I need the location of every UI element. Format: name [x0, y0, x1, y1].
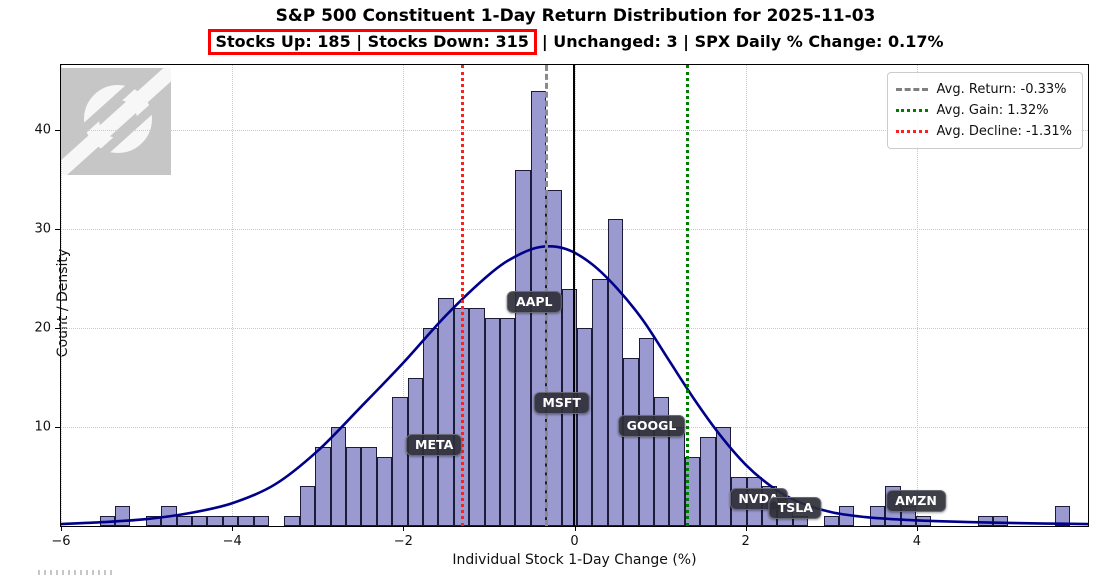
annotation-aapl: AAPL — [507, 291, 562, 314]
x-tick-mark — [745, 526, 747, 531]
histogram-bar — [823, 516, 839, 526]
x-tick-label: −4 — [222, 534, 242, 549]
histogram-bar — [515, 169, 531, 526]
v-gridline — [745, 65, 747, 526]
dashed-line-icon — [895, 88, 928, 91]
dotted-line-icon — [895, 109, 928, 112]
histogram-bar — [623, 357, 639, 526]
subtitle-rest: | Unchanged: 3 | SPX Daily % Change: 0.1… — [541, 32, 944, 51]
y-tick-mark — [55, 229, 61, 231]
histogram-bar — [161, 506, 177, 526]
y-tick-label: 30 — [34, 221, 51, 237]
x-tick-label: 2 — [741, 534, 750, 549]
y-tick-label: 40 — [34, 122, 51, 138]
histogram-bar — [253, 516, 269, 526]
legend-item-avg-decline: Avg. Decline: -1.31% — [895, 121, 1072, 142]
histogram-bar — [99, 516, 115, 526]
histogram-bar — [607, 219, 624, 526]
x-tick-mark — [232, 526, 234, 531]
chart-subtitle: Stocks Up: 185 | Stocks Down: 315 | Uncha… — [60, 29, 1091, 55]
histogram-bar — [669, 427, 685, 526]
v-gridline — [61, 65, 62, 526]
x-tick-mark — [61, 526, 62, 531]
annotation-amzn: AMZN — [886, 490, 946, 513]
x-axis-label: Individual Stock 1-Day Change (%) — [452, 552, 697, 568]
histogram-bar — [191, 516, 208, 526]
legend-item-avg-gain: Avg. Gain: 1.32% — [895, 100, 1072, 121]
histogram-bar — [176, 516, 192, 526]
y-tick-label: 20 — [34, 320, 51, 336]
histogram-bar — [299, 486, 316, 526]
x-tick-label: −6 — [51, 534, 71, 549]
histogram-bar — [915, 516, 932, 526]
avg-decline-line — [460, 65, 464, 526]
plot-area: Individual Stock 1-Day Change (%) Count … — [34, 64, 1089, 568]
x-tick-label: 4 — [912, 534, 921, 549]
histogram-bar — [700, 436, 716, 526]
histogram-bar — [345, 446, 362, 526]
histogram-bar — [423, 328, 439, 526]
histogram-bar — [869, 506, 886, 526]
histogram-bar — [330, 427, 346, 526]
y-axis-label: Count / Density — [55, 248, 72, 358]
subtitle-highlight-box: Stocks Up: 185 | Stocks Down: 315 — [207, 29, 537, 55]
avg-gain-line — [685, 65, 689, 526]
annotation-msft: MSFT — [533, 392, 590, 415]
clipped-text-fragment — [38, 570, 114, 575]
histogram-bar — [469, 308, 485, 526]
legend-item-avg-return: Avg. Return: -0.33% — [895, 79, 1072, 100]
x-tick-label: −2 — [393, 534, 413, 549]
annotation-meta: META — [406, 433, 463, 456]
histogram-bar — [715, 427, 732, 526]
histogram-bar — [361, 446, 377, 526]
y-tick-label: 10 — [34, 419, 51, 435]
dotted-line-icon — [895, 130, 928, 133]
y-tick-mark — [55, 427, 61, 429]
histogram-bar — [1054, 506, 1070, 526]
histogram-bar — [577, 328, 593, 526]
x-tick-label: 0 — [570, 534, 579, 549]
histogram-bar — [238, 516, 254, 526]
histogram-bar — [284, 516, 300, 526]
annotation-tsla: TSLA — [768, 497, 822, 520]
histogram-bar — [484, 318, 501, 526]
v-gridline — [232, 65, 234, 526]
histogram-bar — [438, 298, 454, 526]
histogram-bar — [546, 189, 562, 526]
x-tick-mark — [916, 526, 918, 531]
annotation-googl: GOOGL — [617, 415, 686, 438]
histogram-bar — [145, 516, 162, 526]
histogram-bar — [376, 456, 393, 526]
y-tick-mark — [55, 328, 61, 330]
histogram-bar — [592, 278, 608, 526]
histogram-bar — [392, 397, 408, 526]
histogram-bar — [838, 506, 855, 526]
histogram-bar — [315, 446, 331, 526]
histogram-bar — [977, 516, 993, 526]
chart-header: S&P 500 Constituent 1-Day Return Distrib… — [60, 6, 1091, 55]
zero-line — [573, 65, 575, 526]
legend: Avg. Return: -0.33% Avg. Gain: 1.32% Avg… — [886, 72, 1083, 149]
y-tick-mark — [55, 130, 61, 132]
x-tick-mark — [403, 526, 405, 531]
histogram-bar — [222, 516, 239, 526]
histogram-bar — [993, 516, 1009, 526]
watermark-logo — [61, 68, 171, 175]
chart-title: S&P 500 Constituent 1-Day Return Distrib… — [275, 6, 876, 26]
histogram-bar — [500, 318, 516, 526]
x-tick-mark — [574, 526, 576, 531]
histogram-bar — [207, 516, 223, 526]
histogram-bar — [114, 506, 131, 526]
